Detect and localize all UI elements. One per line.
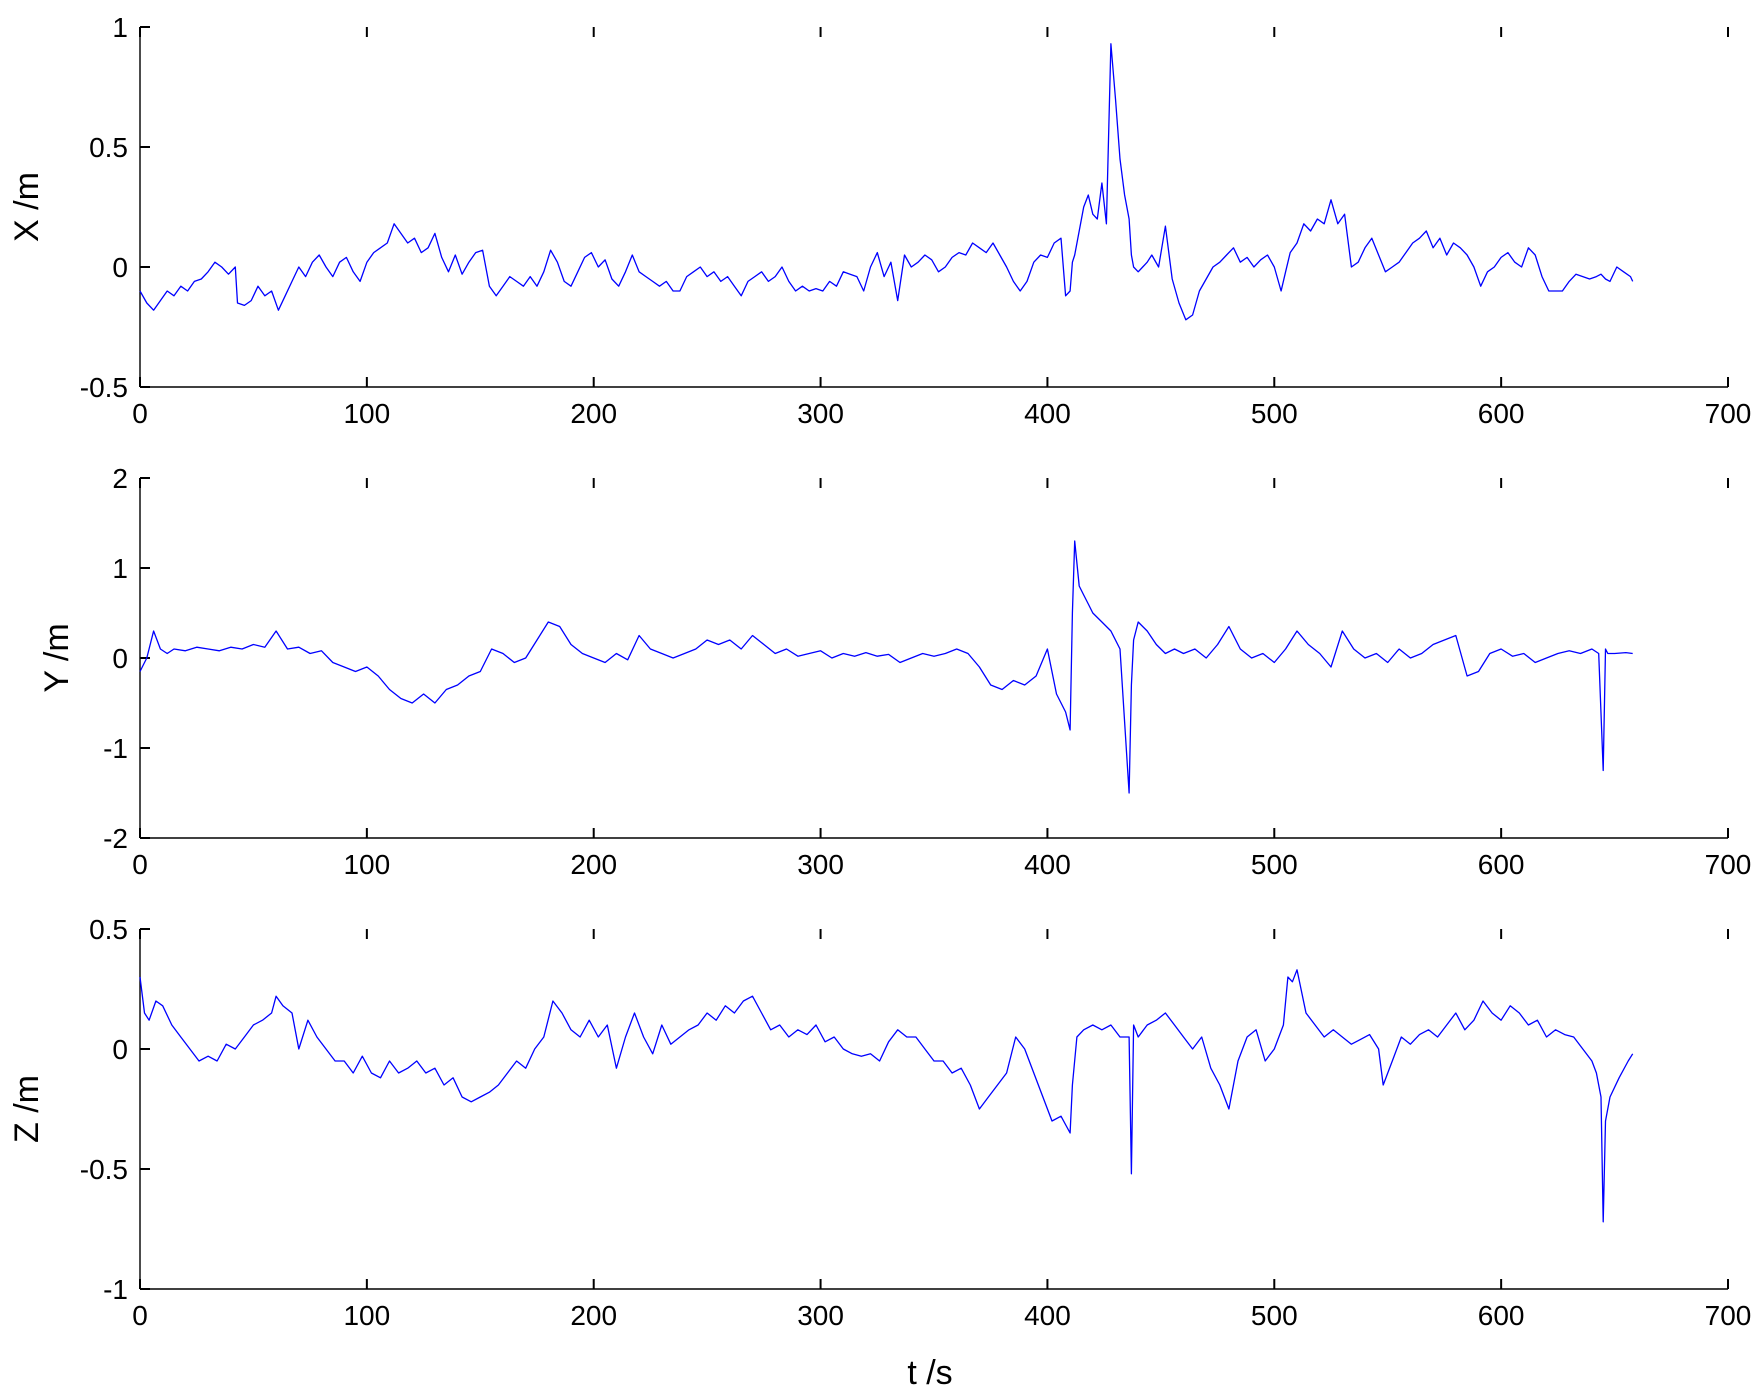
y-axis-label-y: Y /m [38,623,76,692]
y-tick-label: 1 [112,553,128,584]
x-tick-label: 100 [343,1300,390,1331]
y-axis-label-z: Z /m [8,1075,46,1143]
x-tick-label: 0 [132,1300,148,1331]
x-tick-label: 400 [1024,398,1071,429]
y-tick-label: 2 [112,463,128,494]
y-tick-label: -2 [103,823,128,854]
y-tick-label: 0 [112,252,128,283]
y-tick-label: 1 [112,12,128,43]
series-line-y [139,540,1633,794]
x-tick-label: 200 [570,849,617,880]
chart-panel-y: 0 100 200 300 400 500 600 700 -2 -1 0 1 2 Y /m [38,463,1751,880]
chart-panel-z: 0 100 200 300 400 500 600 700 -1 -0.5 0 0.5 Z /m [8,914,1751,1331]
x-tick-label: 0 [132,849,148,880]
x-tick-label: 0 [132,398,148,429]
x-tick-label: 600 [1478,849,1525,880]
y-tick-label: 0.5 [89,132,128,163]
x-tick-label: 500 [1251,849,1298,880]
x-tick-label: 100 [343,849,390,880]
y-tick-label: 0 [112,1034,128,1065]
x-tick-label: 100 [343,398,390,429]
series-line-z [139,969,1634,1223]
x-tick-label: 400 [1024,849,1071,880]
x-tick-label: 700 [1705,849,1752,880]
x-tick-label: 300 [797,849,844,880]
chart-panel-x: 0 100 200 300 400 500 600 700-0.500.51X /m [8,12,1751,429]
x-tick-label: 200 [570,398,617,429]
x-axis-label: t /s [907,1354,952,1392]
y-tick-label: -0.5 [80,1154,128,1185]
x-tick-label: 200 [570,1300,617,1331]
x-tick-label: 600 [1478,1300,1525,1331]
y-tick-label: -0.5 [80,372,128,403]
y-tick-label: 0.5 [89,914,128,945]
y-axis-label-x: X /m [8,172,46,242]
x-tick-label: 500 [1251,398,1298,429]
x-tick-label: 600 [1478,398,1525,429]
series-line-x [139,43,1634,321]
x-tick-label: 500 [1251,1300,1298,1331]
x-tick-label: 700 [1705,1300,1752,1331]
y-tick-label: -1 [103,733,128,764]
y-tick-label: -1 [103,1274,128,1305]
y-tick-label: 0 [112,643,128,674]
x-tick-label: 400 [1024,1300,1071,1331]
x-tick-label: 700 [1705,398,1752,429]
x-tick-label: 300 [797,398,844,429]
x-tick-label: 300 [797,1300,844,1331]
